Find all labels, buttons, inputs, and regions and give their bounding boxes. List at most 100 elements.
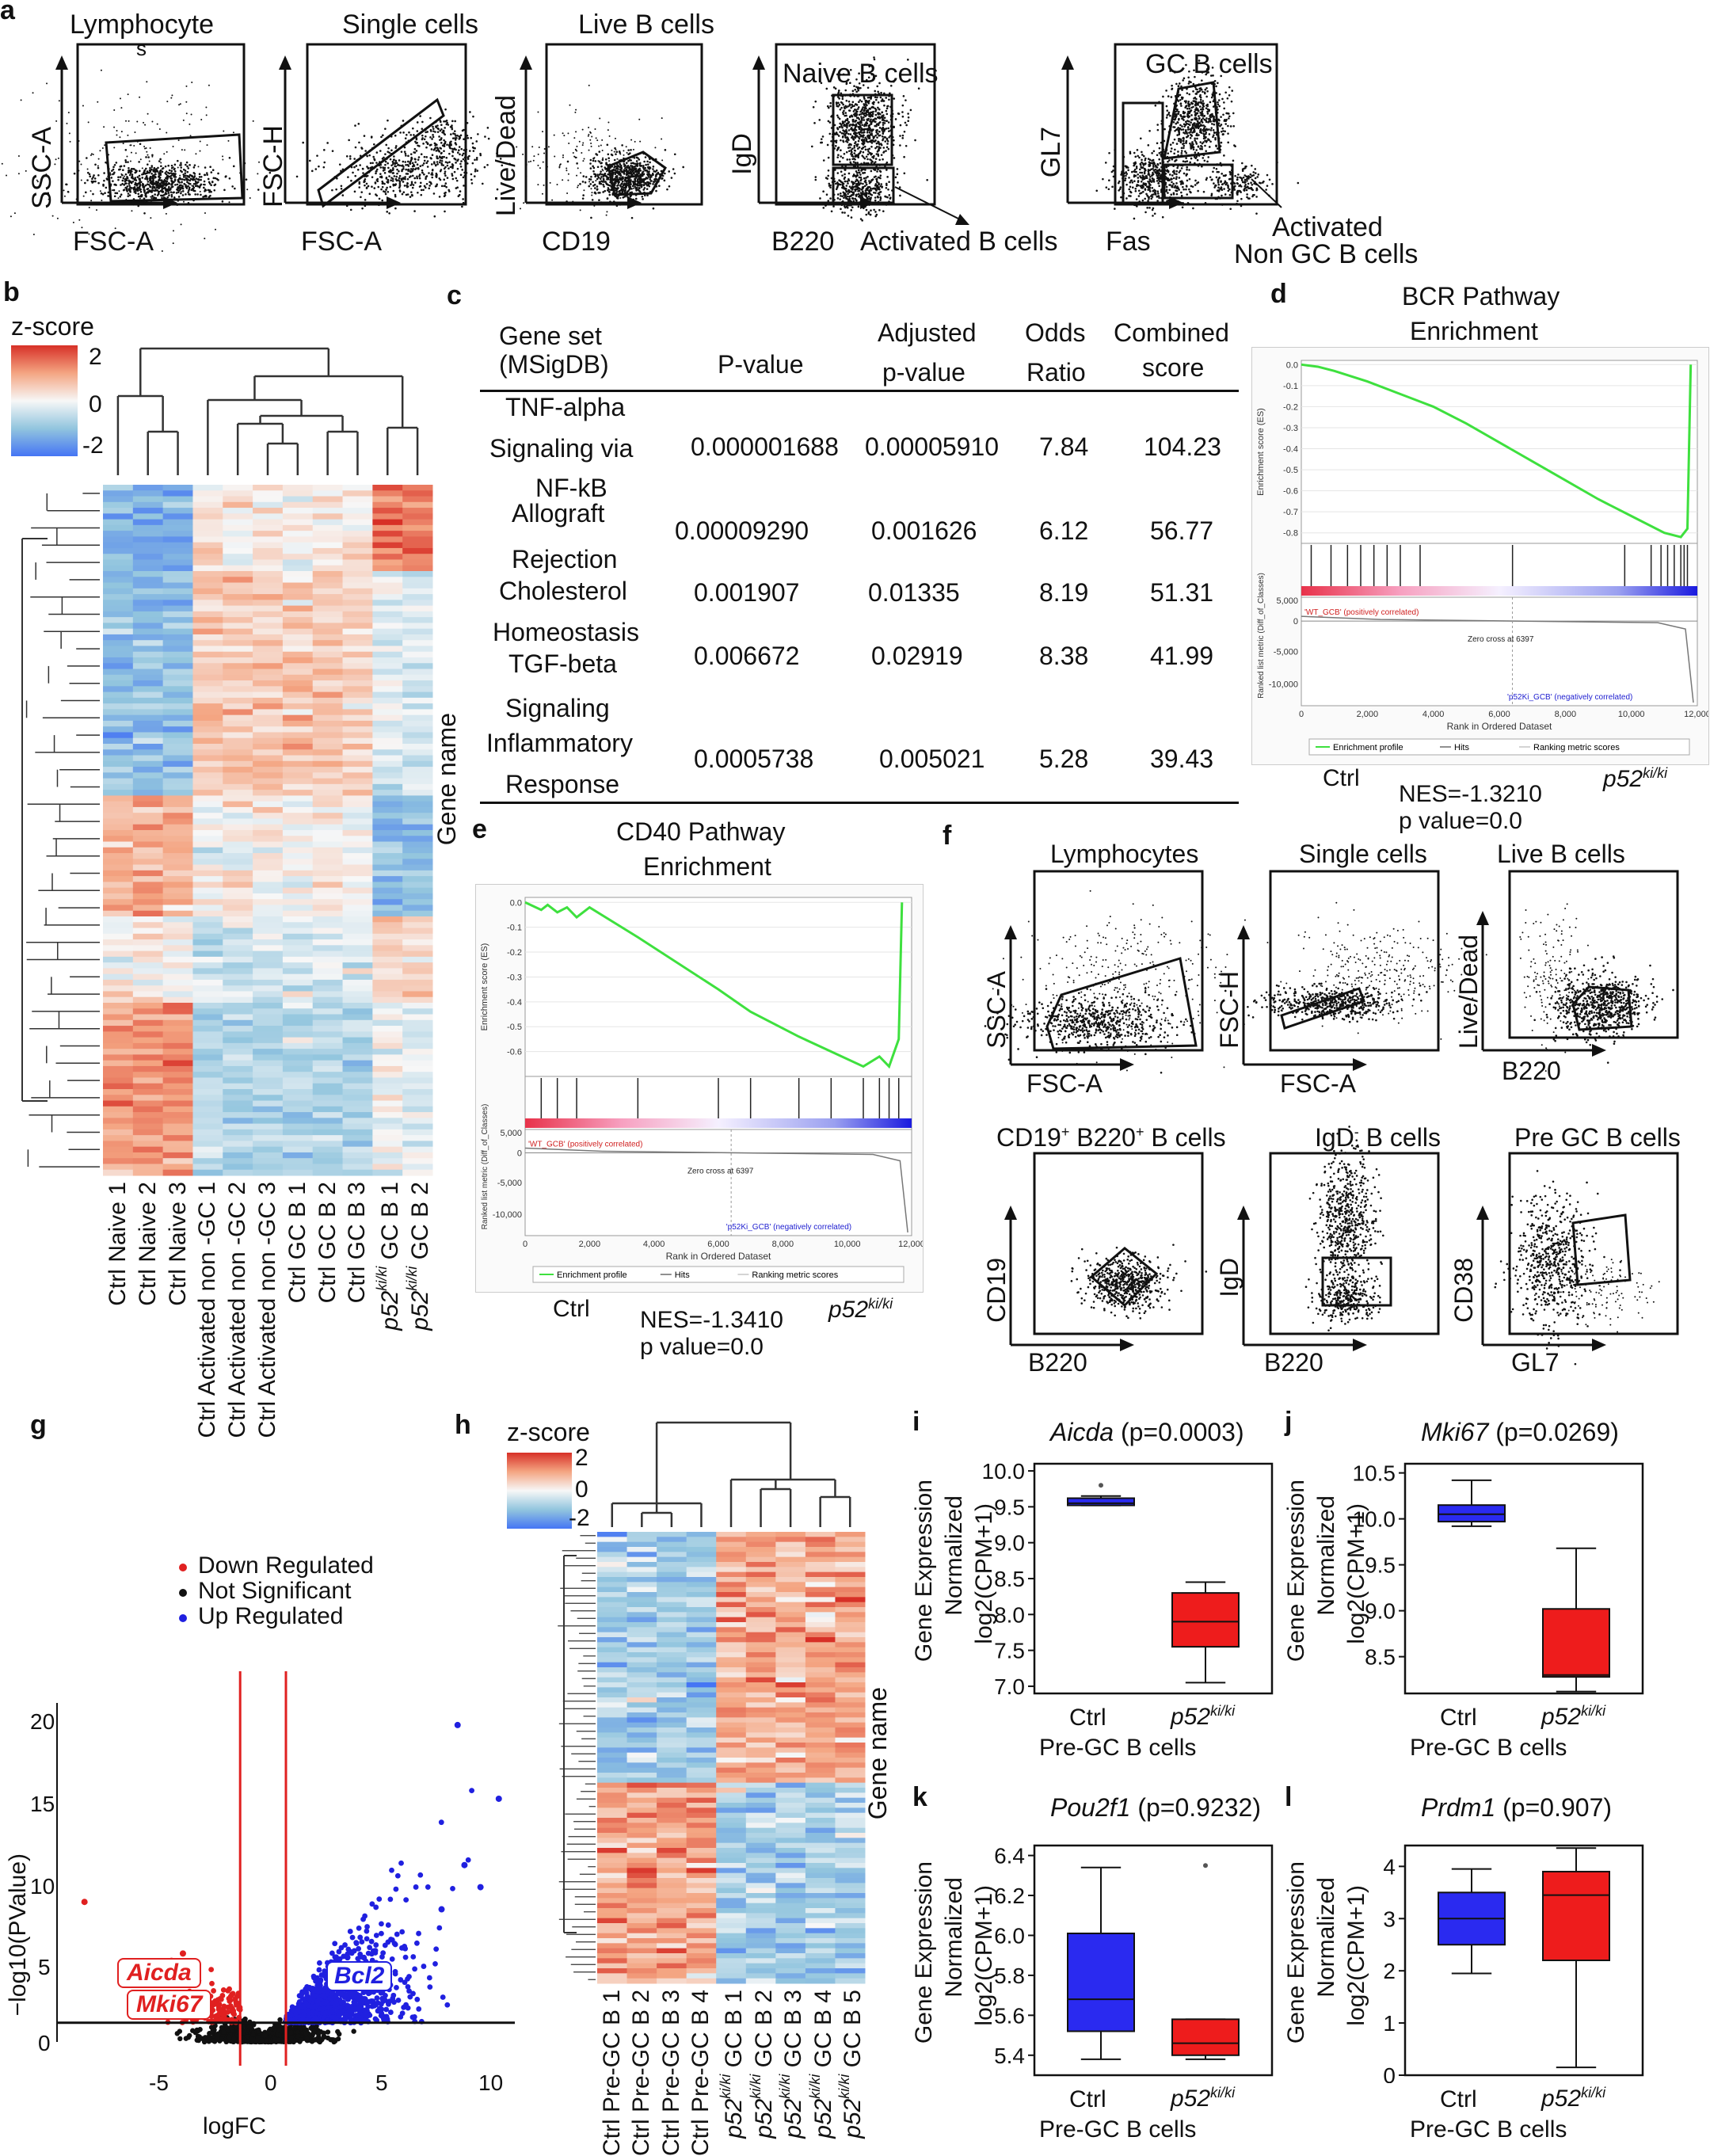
a-dot [1193, 148, 1195, 150]
a-dot [1194, 115, 1197, 117]
a-dot [2, 163, 3, 165]
a-dot [398, 159, 401, 162]
a-dot [178, 139, 180, 141]
a-dot [162, 191, 164, 193]
a-dot [104, 192, 106, 194]
a-dot [91, 177, 93, 180]
a-dot [885, 169, 888, 171]
a-dot [576, 150, 577, 151]
a-dot [150, 173, 153, 175]
a-dot [634, 171, 637, 173]
a-dot [858, 101, 860, 103]
a-dot [139, 97, 140, 98]
a-dot [487, 127, 489, 129]
a-dot [379, 150, 382, 152]
a-dot [476, 157, 478, 159]
a-dot [866, 131, 869, 134]
a-dot [1149, 190, 1152, 192]
a-dot [870, 199, 872, 201]
a-dot [1222, 113, 1224, 116]
a-dot [409, 184, 412, 186]
a-dot [1213, 131, 1216, 134]
a-dot [881, 144, 883, 147]
a-dot [1227, 187, 1229, 189]
a-dot [1111, 186, 1114, 189]
a-dot [394, 147, 397, 149]
a-dot [200, 141, 201, 143]
a-dot [876, 136, 878, 139]
a-dot [302, 142, 304, 144]
a-dot [852, 101, 855, 103]
a-dot [1255, 177, 1257, 180]
a-dot [204, 238, 205, 239]
a-dot [194, 175, 196, 177]
a-dot [402, 161, 405, 163]
a-dot [378, 204, 380, 207]
a-dot [1251, 165, 1253, 167]
a-dot [450, 133, 452, 135]
a-dot [1186, 92, 1189, 94]
a-dot [1204, 125, 1206, 128]
a-dot [893, 126, 895, 128]
a-dot [609, 200, 611, 203]
a-dot [1133, 218, 1136, 220]
a-dot [432, 126, 434, 128]
a-dot [1243, 185, 1246, 188]
a-dot [874, 211, 877, 213]
a-dot [166, 131, 167, 133]
a-dot [437, 131, 440, 133]
a-dot [1137, 173, 1139, 176]
a-dot [854, 150, 856, 152]
a-dot [444, 192, 446, 195]
a-dot [863, 177, 866, 180]
a-dot [582, 144, 584, 146]
a-dot [1186, 105, 1188, 107]
a-dot [1178, 132, 1180, 135]
a-dot [425, 141, 428, 143]
a-dot [1169, 173, 1171, 176]
a-dot [875, 131, 878, 134]
a-dot [1202, 132, 1205, 135]
a-dot [358, 181, 360, 184]
a-dot [626, 191, 629, 193]
a-dot [874, 120, 876, 123]
a-dot [114, 164, 116, 166]
a-dot [223, 131, 224, 132]
a-dot [876, 214, 878, 216]
a-yarrow [55, 55, 68, 70]
a-dot [851, 216, 853, 219]
a-dot [387, 167, 390, 170]
a-dot [183, 176, 185, 178]
a-dot [608, 191, 611, 193]
a-dot [862, 186, 864, 189]
a-dot [473, 150, 475, 152]
a-dot [1204, 89, 1206, 91]
a-dot [1127, 169, 1129, 171]
a-dot [597, 166, 600, 169]
a-dot [1154, 169, 1156, 171]
a-dot [436, 150, 438, 152]
a-dot [1212, 93, 1214, 96]
a-dot [181, 191, 182, 192]
a-dot [1140, 164, 1142, 166]
a-dot [878, 112, 880, 114]
a-dot [852, 90, 855, 93]
a-dot [392, 172, 394, 174]
a-dot [427, 166, 429, 168]
a-dot [341, 185, 343, 187]
a-dot [389, 186, 391, 189]
a-dot [465, 161, 467, 163]
a-dot [857, 143, 859, 146]
a-dot [416, 150, 418, 152]
a-dot [1186, 166, 1188, 169]
a-dot [630, 184, 632, 186]
a-dot [1171, 174, 1174, 177]
a-dot [434, 147, 436, 150]
a-dot [183, 120, 185, 121]
a-dot [1205, 107, 1208, 109]
a-dot [834, 133, 836, 135]
a-dot [74, 173, 76, 175]
a-dot [870, 132, 873, 135]
a-dot [1200, 109, 1202, 111]
a4-arrowhead [955, 214, 969, 225]
